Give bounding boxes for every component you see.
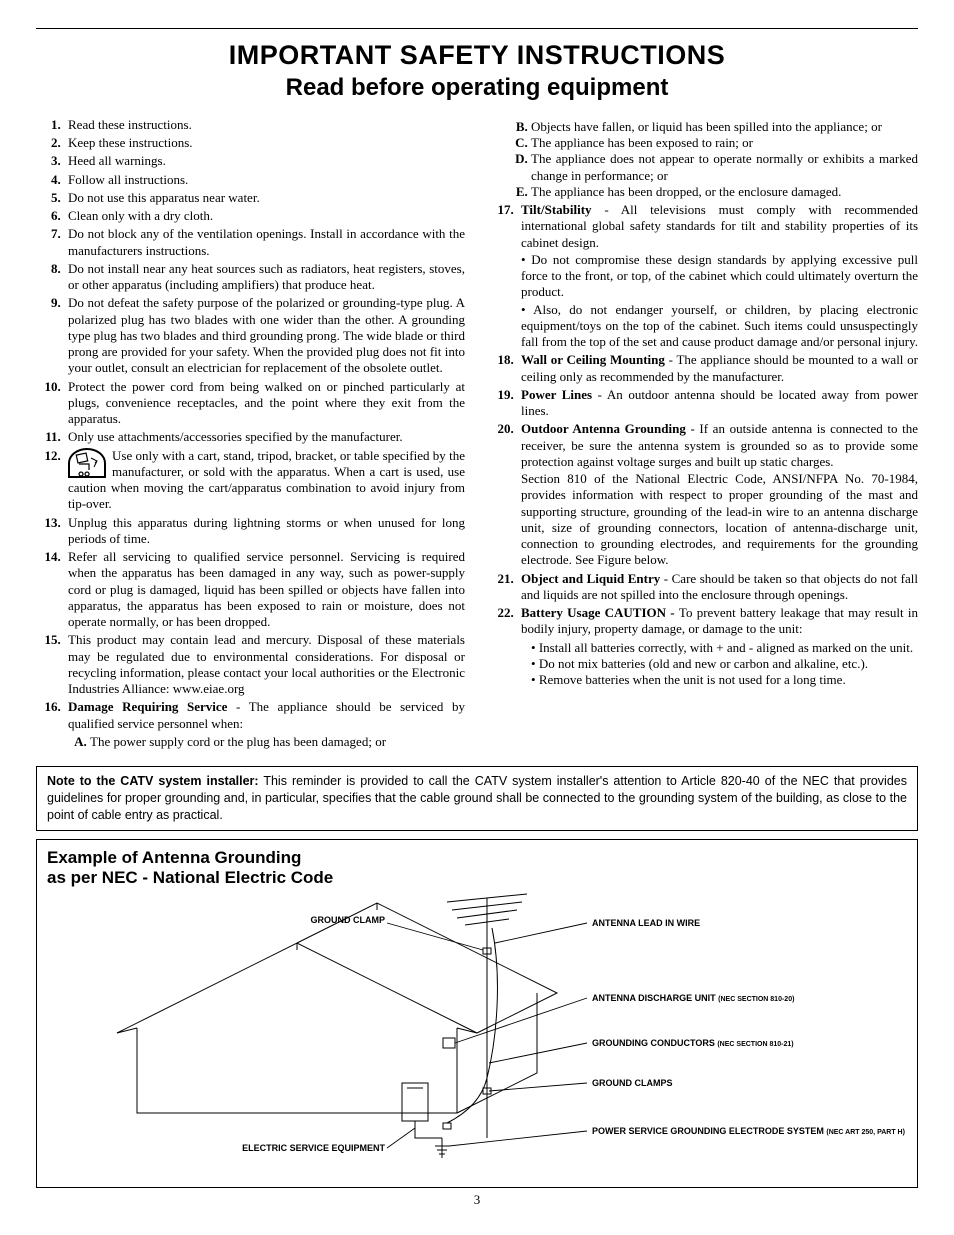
list-item-10: Protect the power cord from being walked… xyxy=(64,379,465,428)
label-electric-service: ELECTRIC SERVICE EQUIPMENT xyxy=(242,1143,385,1153)
label-antenna-lead: ANTENNA LEAD IN WIRE xyxy=(592,918,700,928)
sub-item-A: The power supply cord or the plug has be… xyxy=(90,734,465,750)
label-conductors: GROUNDING CONDUCTORS (NEC SECTION 810-21… xyxy=(592,1038,794,1048)
list-item-20: Outdoor Antenna Grounding - If an outsid… xyxy=(517,421,918,568)
diagram-box: Example of Antenna Grounding as per NEC … xyxy=(36,839,918,1188)
left-column: Read these instructions. Keep these instr… xyxy=(36,117,465,752)
sub-item-E: The appliance has been dropped, or the e… xyxy=(531,184,918,200)
label-ground-clamp: GROUND CLAMP xyxy=(311,915,386,925)
sub-item-C: The appliance has been exposed to rain; … xyxy=(531,135,918,151)
diagram-title: Example of Antenna Grounding as per NEC … xyxy=(47,848,907,889)
list-item-8: Do not install near any heat sources suc… xyxy=(64,261,465,294)
list-item-14: Refer all servicing to qualified service… xyxy=(64,549,465,630)
sub-item-D: The appliance does not appear to operate… xyxy=(531,151,918,184)
right-column: Objects have fallen, or liquid has been … xyxy=(489,117,918,752)
list-item-11: Only use attachments/accessories specifi… xyxy=(64,429,465,445)
list-item-6: Clean only with a dry cloth. xyxy=(64,208,465,224)
list-item-5: Do not use this apparatus near water. xyxy=(64,190,465,206)
list-item-18: Wall or Ceiling Mounting - The appliance… xyxy=(517,352,918,385)
note-bold: Note to the CATV system installer: xyxy=(47,774,259,788)
two-column-body: Read these instructions. Keep these instr… xyxy=(36,117,918,752)
list-item-1: Read these instructions. xyxy=(64,117,465,133)
list-item-2: Keep these instructions. xyxy=(64,135,465,151)
right-list: Tilt/Stability - All televisions must co… xyxy=(489,202,918,688)
catv-note-box: Note to the CATV system installer: This … xyxy=(36,766,918,831)
antenna-diagram: GROUND CLAMP ANTENNA LEAD IN WIRE ANTENN… xyxy=(47,888,907,1182)
list-item-16: Damage Requiring Service - The appliance… xyxy=(64,699,465,750)
right-sub-alpha: Objects have fallen, or liquid has been … xyxy=(509,119,918,200)
label-discharge: ANTENNA DISCHARGE UNIT (NEC SECTION 810-… xyxy=(592,993,794,1003)
bullet-item: Remove batteries when the unit is not us… xyxy=(531,672,918,688)
label-power-service: POWER SERVICE GROUNDING ELECTRODE SYSTEM… xyxy=(592,1126,905,1136)
list-item-3: Heed all warnings. xyxy=(64,153,465,169)
title-line-2: Read before operating equipment xyxy=(36,73,918,103)
list-item-22: Battery Usage CAUTION - To prevent batte… xyxy=(517,605,918,688)
page-number: 3 xyxy=(36,1192,918,1208)
cart-tip-over-icon xyxy=(68,448,106,478)
sub-item-B: Objects have fallen, or liquid has been … xyxy=(531,119,918,135)
list-item-7: Do not block any of the ventilation open… xyxy=(64,226,465,259)
bullet-item: Install all batteries correctly, with + … xyxy=(531,640,918,656)
left-list: Read these instructions. Keep these instr… xyxy=(36,117,465,750)
list-item-9: Do not defeat the safety purpose of the … xyxy=(64,295,465,376)
bullet-item: Do not mix batteries (old and new or car… xyxy=(531,656,918,672)
label-ground-clamps: GROUND CLAMPS xyxy=(592,1078,673,1088)
list-item-4: Follow all instructions. xyxy=(64,172,465,188)
top-rule xyxy=(36,28,918,29)
title-line-1: IMPORTANT SAFETY INSTRUCTIONS xyxy=(36,39,918,73)
title-block: IMPORTANT SAFETY INSTRUCTIONS Read befor… xyxy=(36,39,918,103)
list-item-21: Object and Liquid Entry - Care should be… xyxy=(517,571,918,604)
list-item-15: This product may contain lead and mercur… xyxy=(64,632,465,697)
list-item-19: Power Lines - An outdoor antenna should … xyxy=(517,387,918,420)
list-item-13: Unplug this apparatus during lightning s… xyxy=(64,515,465,548)
list-item-12: Use only with a cart, stand, tripod, bra… xyxy=(64,448,465,513)
list-item-17: Tilt/Stability - All televisions must co… xyxy=(517,202,918,350)
